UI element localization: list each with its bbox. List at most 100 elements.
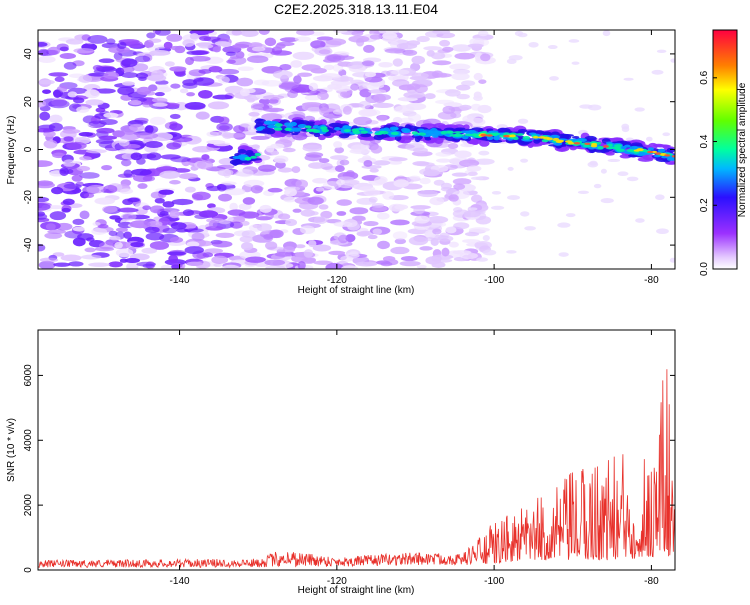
heatmap-cell	[265, 241, 278, 250]
heatmap-cell	[656, 49, 667, 54]
heatmap-cell	[264, 37, 277, 47]
heatmap-cell	[63, 183, 82, 189]
heatmap-cell	[399, 260, 421, 267]
heatmap-cell	[124, 258, 140, 264]
spectrogram-axes: -140 -120 -100 -80 -40 -20 0 20 40	[23, 30, 675, 286]
heatmap-cell	[182, 39, 195, 47]
snr-panel: -140 -120 -100 -80 0 2000 4000 6000 Height of s…	[6, 329, 676, 596]
heatmap-cell	[364, 71, 377, 78]
heatmap-cell	[384, 48, 406, 54]
heatmap-cell	[38, 260, 56, 269]
heatmap-cell	[445, 226, 457, 234]
heatmap-ridge-cell	[597, 145, 604, 150]
heatmap-cell	[292, 208, 302, 213]
heatmap-cell	[182, 209, 195, 217]
heatmap-cell	[184, 186, 196, 193]
heatmap-ridge-cell	[358, 127, 365, 131]
heatmap-cell	[98, 135, 118, 140]
heatmap-cell	[656, 228, 669, 235]
heatmap-cell	[363, 189, 381, 197]
snr-x-tick-label: -140	[170, 576, 190, 587]
heatmap-cell	[468, 207, 478, 211]
heatmap-cell	[44, 232, 63, 239]
heatmap-cell	[218, 68, 240, 75]
heatmap-ridge-cell	[572, 135, 580, 139]
heatmap-cell	[345, 170, 355, 178]
heatmap-ridge-cell	[265, 121, 276, 125]
heatmap-ridge-cell	[480, 133, 488, 137]
snr-y-tick-label: 0	[23, 567, 34, 573]
heatmap-cell	[300, 225, 316, 235]
heatmap-cell	[370, 145, 383, 154]
heatmap-cell	[138, 153, 157, 159]
heatmap-ridge-cell	[254, 152, 262, 157]
spectrogram-x-tick-label: -140	[170, 275, 190, 286]
heatmap-cell	[229, 202, 238, 211]
heatmap-cell	[251, 46, 266, 52]
heatmap-cell	[369, 34, 383, 40]
heatmap-cell	[203, 36, 221, 42]
heatmap-cell	[390, 246, 410, 255]
heatmap-cell	[372, 228, 383, 235]
heatmap-ridge-cell	[453, 131, 463, 134]
heatmap-cell	[186, 241, 200, 248]
heatmap-cell	[54, 76, 65, 82]
heatmap-cell	[51, 186, 64, 195]
heatmap-cell	[43, 139, 58, 149]
heatmap-cell	[130, 241, 144, 248]
heatmap-cell	[312, 244, 332, 252]
heatmap-cell	[333, 141, 343, 149]
heatmap-ridge-cell	[605, 151, 615, 156]
heatmap-cell	[358, 100, 371, 109]
heatmap-cell	[507, 195, 521, 200]
heatmap-cell	[149, 50, 171, 56]
heatmap-cell	[79, 210, 90, 220]
heatmap-cell	[218, 116, 230, 125]
heatmap-cell	[103, 184, 118, 194]
heatmap-cell	[524, 226, 537, 231]
heatmap-cell	[308, 239, 317, 248]
heatmap-cell	[312, 177, 328, 184]
heatmap-cell	[96, 127, 115, 134]
heatmap-cell	[217, 76, 230, 84]
heatmap-cell	[361, 155, 372, 162]
heatmap-ridge-cell	[541, 138, 549, 143]
heatmap-cell	[417, 190, 438, 198]
heatmap-cell	[149, 205, 165, 214]
heatmap-cell	[144, 141, 163, 149]
heatmap-cell	[646, 136, 653, 142]
heatmap-cell	[154, 30, 171, 36]
heatmap-cell	[432, 228, 442, 235]
heatmap-cell	[129, 220, 151, 229]
heatmap-cell	[319, 107, 330, 117]
heatmap-cell	[270, 150, 280, 156]
heatmap-cell	[634, 107, 645, 112]
heatmap-cell	[198, 43, 214, 49]
heatmap-cell	[416, 264, 427, 269]
heatmap-cell	[170, 264, 181, 269]
heatmap-cell	[394, 238, 407, 245]
snr-plot-area	[38, 330, 675, 570]
heatmap-cell	[38, 160, 53, 168]
heatmap-ridge-cell	[446, 130, 454, 134]
heatmap-cell	[600, 197, 614, 204]
heatmap-cell	[432, 60, 452, 66]
chart-title: C2E2.2025.318.13.11.E04	[274, 1, 438, 17]
heatmap-ridge-cell	[440, 130, 448, 135]
heatmap-cell	[376, 212, 390, 220]
heatmap-cell	[392, 58, 403, 67]
heatmap-cell	[444, 89, 461, 97]
heatmap-cell	[297, 261, 306, 269]
heatmap-ridge-cell	[478, 139, 490, 147]
heatmap-cell	[382, 32, 398, 40]
snr-frame	[37, 329, 676, 571]
heatmap-cell	[458, 159, 480, 168]
heatmap-cell	[362, 82, 385, 90]
heatmap-cell	[109, 215, 121, 220]
heatmap-cell	[184, 228, 204, 233]
heatmap-cell	[372, 102, 394, 108]
heatmap-cell	[361, 60, 375, 67]
heatmap-cell	[76, 106, 90, 113]
heatmap-cell	[52, 152, 66, 159]
